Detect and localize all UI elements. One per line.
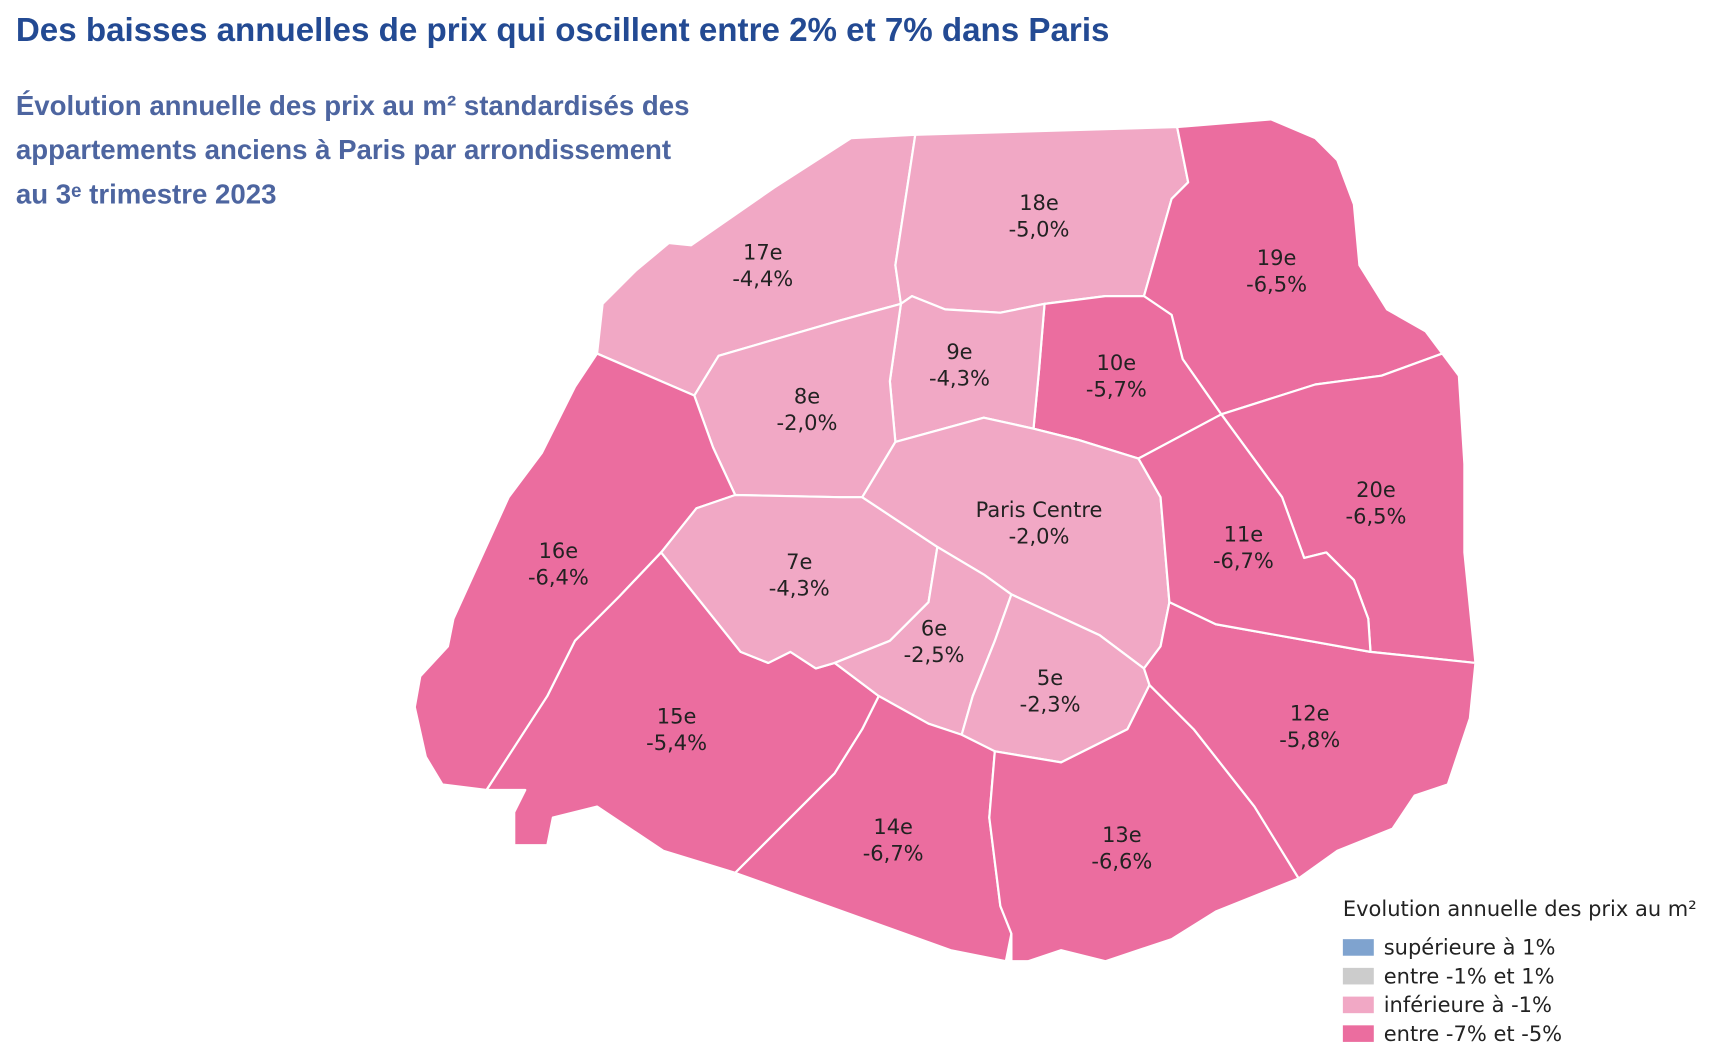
region-value: -2,5% xyxy=(904,643,965,667)
region-value: -4,3% xyxy=(929,367,990,391)
legend-swatch xyxy=(1342,1025,1374,1042)
legend-swatch xyxy=(1342,939,1374,956)
region-value: -2,0% xyxy=(777,411,838,435)
region-value: -2,3% xyxy=(1020,693,1081,717)
region-value: -6,4% xyxy=(528,565,589,589)
region-value: -6,5% xyxy=(1346,505,1407,529)
region-value: -6,7% xyxy=(863,842,924,866)
region-value: -6,5% xyxy=(1246,273,1307,297)
legend-title: Evolution annuelle des prix au m² xyxy=(1343,897,1697,921)
region xyxy=(988,683,1300,963)
region-name: 7e xyxy=(786,550,812,574)
region-value: -6,6% xyxy=(1091,849,1152,873)
region-name: Paris Centre xyxy=(976,498,1103,522)
region-value: -5,0% xyxy=(1009,217,1070,241)
region-name: 18e xyxy=(1019,191,1059,215)
region-value: -4,4% xyxy=(732,267,793,291)
legend: Evolution annuelle des prix au m² supéri… xyxy=(1342,897,1697,1046)
region-value: -4,3% xyxy=(769,577,830,601)
subtitle-line: appartements anciens à Paris par arrondi… xyxy=(16,134,671,165)
region-name: 20e xyxy=(1356,478,1396,502)
map xyxy=(413,118,1477,963)
region-name: 13e xyxy=(1102,823,1142,847)
region-name: 16e xyxy=(539,539,579,563)
title: Des baisses annuelles de prix qui oscill… xyxy=(16,12,1110,49)
region-name: 8e xyxy=(794,384,820,408)
legend-swatch xyxy=(1342,967,1374,985)
legend-label: entre -7% et -5% xyxy=(1384,1022,1562,1046)
legend-label: supérieure à 1% xyxy=(1384,936,1556,960)
legend-label: entre -1% et 1% xyxy=(1384,964,1555,988)
region-value: -5,4% xyxy=(646,731,707,755)
map-labels: 17e-4,4% 18e-5,0% 19e -6,5% 20e -6,5% 10e -5,7%… xyxy=(528,191,1407,874)
subtitle-line: Évolution annuelle des prix au m² standa… xyxy=(16,90,690,121)
region-value: -2,0% xyxy=(1009,525,1070,549)
region-value: -5,8% xyxy=(1279,728,1340,752)
region-name: 11e xyxy=(1224,522,1264,546)
region-value: -6,7% xyxy=(1213,549,1274,573)
region-name: 6e xyxy=(921,616,947,640)
region-name: 19e xyxy=(1257,246,1297,270)
region-name: 14e xyxy=(873,815,913,839)
region-value: -5,7% xyxy=(1086,378,1147,402)
region-name: 17e xyxy=(743,241,783,265)
subtitle-line: au 3ᵉ trimestre 2023 xyxy=(16,178,277,209)
region-name: 12e xyxy=(1290,701,1330,725)
region-name: 9e xyxy=(946,340,972,364)
region-name: 5e xyxy=(1037,666,1063,690)
region-name: 15e xyxy=(657,705,697,729)
legend-label: inférieure à -1% xyxy=(1384,993,1552,1017)
region-name: 10e xyxy=(1097,351,1137,375)
legend-swatch xyxy=(1342,996,1374,1014)
region xyxy=(1137,413,1372,653)
